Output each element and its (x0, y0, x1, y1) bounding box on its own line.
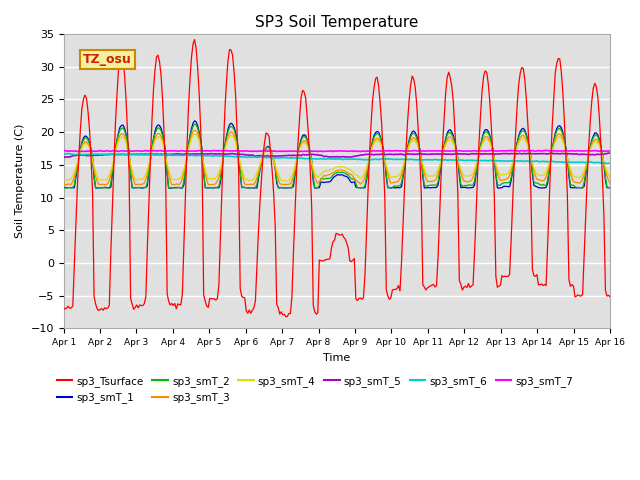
sp3_Tsurface (282, 314, 290, 320)
sp3_smT_7 (241, 148, 248, 154)
sp3_smT_4 (606, 175, 614, 180)
sp3_smT_5 (127, 152, 134, 157)
sp3_Tsurface (224, 58, 232, 63)
sp3_smT_3 (302, 138, 310, 144)
sp3_smT_2 (579, 185, 586, 191)
sp3_smT_7 (250, 148, 258, 154)
sp3_smT_5 (606, 150, 614, 156)
sp3_smT_6 (577, 159, 585, 165)
sp3_smT_7 (356, 149, 364, 155)
sp3_smT_3 (168, 182, 175, 188)
sp3_smT_5 (223, 151, 230, 157)
sp3_smT_1 (224, 126, 232, 132)
sp3_smT_4 (191, 131, 198, 137)
sp3_smT_3 (226, 131, 234, 136)
sp3_smT_6 (606, 160, 614, 166)
sp3_Tsurface (606, 294, 614, 300)
sp3_smT_6 (224, 154, 232, 159)
sp3_smT_7 (60, 148, 67, 154)
sp3_smT_1 (243, 185, 250, 191)
sp3_smT_4 (252, 173, 259, 179)
Text: TZ_osu: TZ_osu (83, 53, 132, 66)
sp3_smT_6 (243, 155, 250, 160)
sp3_smT_2 (606, 185, 614, 191)
Line: sp3_smT_3: sp3_smT_3 (63, 131, 610, 185)
sp3_smT_3 (244, 181, 252, 187)
Line: sp3_smT_2: sp3_smT_2 (63, 124, 610, 188)
sp3_smT_1 (252, 185, 259, 191)
sp3_smT_7 (579, 148, 586, 154)
sp3_Tsurface (127, 296, 134, 301)
sp3_smT_4 (243, 176, 250, 182)
sp3_smT_3 (606, 180, 614, 186)
sp3_Tsurface (60, 305, 67, 311)
sp3_smT_2 (127, 169, 134, 175)
sp3_Tsurface (302, 95, 310, 101)
sp3_smT_5 (547, 150, 554, 156)
Legend: sp3_Tsurface, sp3_smT_1, sp3_smT_2, sp3_smT_3, sp3_smT_4, sp3_smT_5, sp3_smT_6, : sp3_Tsurface, sp3_smT_1, sp3_smT_2, sp3_… (52, 372, 577, 407)
sp3_smT_6 (66, 151, 74, 156)
sp3_smT_5 (60, 154, 67, 160)
Title: SP3 Soil Temperature: SP3 Soil Temperature (255, 15, 419, 30)
sp3_smT_1 (495, 185, 503, 191)
Line: sp3_smT_1: sp3_smT_1 (63, 121, 610, 188)
sp3_smT_4 (579, 171, 586, 177)
sp3_smT_3 (60, 181, 67, 187)
X-axis label: Time: Time (323, 353, 351, 363)
sp3_smT_3 (579, 176, 586, 181)
sp3_smT_1 (191, 118, 198, 124)
sp3_smT_3 (127, 163, 134, 169)
sp3_smT_6 (300, 156, 308, 161)
sp3_smT_6 (603, 161, 611, 167)
sp3_smT_5 (299, 152, 307, 157)
Line: sp3_smT_6: sp3_smT_6 (63, 154, 610, 164)
sp3_smT_4 (60, 177, 67, 183)
sp3_smT_2 (60, 185, 67, 191)
sp3_Tsurface (252, 298, 259, 304)
Line: sp3_Tsurface: sp3_Tsurface (63, 39, 610, 317)
sp3_smT_2 (577, 185, 585, 191)
sp3_smT_3 (191, 128, 198, 133)
sp3_smT_2 (300, 134, 308, 140)
sp3_smT_2 (243, 185, 250, 191)
sp3_smT_5 (346, 155, 354, 160)
sp3_smT_4 (284, 178, 291, 184)
sp3_smT_1 (606, 185, 614, 191)
sp3_smT_7 (299, 149, 307, 155)
sp3_smT_2 (191, 121, 198, 127)
sp3_Tsurface (579, 291, 586, 297)
sp3_Tsurface (191, 36, 198, 42)
sp3_smT_4 (224, 136, 232, 142)
Line: sp3_smT_4: sp3_smT_4 (63, 134, 610, 181)
sp3_smT_1 (60, 185, 67, 191)
sp3_Tsurface (243, 308, 250, 314)
sp3_smT_2 (252, 185, 259, 191)
sp3_smT_7 (606, 148, 614, 154)
Line: sp3_smT_7: sp3_smT_7 (63, 150, 610, 152)
sp3_smT_6 (128, 152, 136, 157)
sp3_smT_5 (579, 151, 586, 157)
sp3_smT_3 (253, 175, 260, 180)
sp3_smT_5 (250, 153, 258, 158)
sp3_smT_7 (223, 148, 230, 154)
Y-axis label: Soil Temperature (C): Soil Temperature (C) (15, 124, 25, 239)
Line: sp3_smT_5: sp3_smT_5 (63, 153, 610, 157)
sp3_smT_7 (127, 148, 134, 154)
sp3_smT_6 (60, 151, 67, 157)
sp3_smT_4 (127, 161, 134, 167)
sp3_smT_5 (241, 152, 248, 157)
sp3_smT_4 (302, 141, 310, 146)
sp3_smT_1 (300, 132, 308, 138)
sp3_smT_1 (127, 172, 134, 178)
sp3_smT_7 (488, 147, 495, 153)
sp3_smT_6 (252, 154, 259, 160)
sp3_smT_1 (579, 185, 586, 191)
sp3_smT_2 (224, 129, 232, 134)
